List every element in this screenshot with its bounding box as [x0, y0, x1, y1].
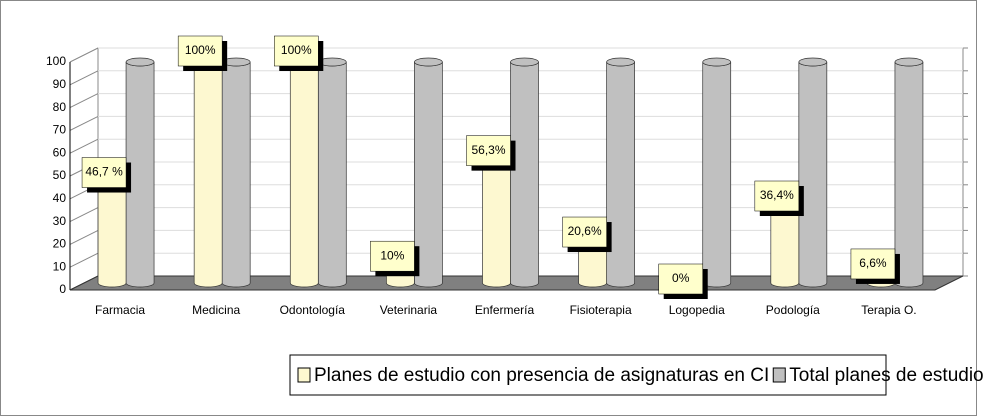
bar [510, 57, 539, 288]
y-tick-label: 30 [53, 214, 67, 228]
legend [289, 354, 887, 396]
legend-swatch [297, 367, 311, 383]
y-tick-label: 40 [53, 191, 67, 205]
bar-top [510, 57, 539, 67]
label-box [274, 35, 319, 67]
y-tick-label: 70 [53, 123, 67, 137]
bar [482, 157, 511, 288]
label-box [658, 263, 703, 295]
x-tick-label: Farmacia [95, 303, 145, 317]
bar-body [510, 61, 539, 288]
bar-body [798, 61, 828, 288]
label-box [562, 216, 607, 248]
bar [798, 57, 828, 288]
legend-label: Total planes de estudio [789, 365, 983, 386]
data-label: 100% [185, 43, 216, 57]
bar-top [414, 57, 443, 67]
bar-top [702, 57, 732, 67]
grid-line [69, 70, 99, 86]
grid-line [69, 115, 99, 131]
bar-body [193, 61, 223, 288]
data-label: 10% [380, 248, 404, 262]
legend-swatch [772, 367, 786, 383]
bar-top [798, 57, 828, 67]
bar [97, 179, 127, 288]
x-tick-label: Veterinaria [380, 303, 438, 317]
data-label: 36,4% [760, 188, 794, 202]
grid-line [69, 252, 99, 268]
label-box [850, 248, 896, 280]
bar-top [606, 57, 635, 67]
y-tick-label: 20 [53, 237, 67, 251]
grid-line [69, 93, 99, 109]
bar-body [221, 61, 251, 288]
y-tick-label: 10 [53, 259, 67, 273]
x-tick-label: Enfermería [475, 303, 535, 317]
bar [414, 57, 443, 288]
data-label: 56,3% [471, 143, 505, 157]
bar-body [482, 161, 511, 288]
y-tick-label: 80 [53, 100, 67, 114]
bar [894, 57, 924, 288]
x-tick-label: Logopedia [669, 303, 725, 317]
y-tick-label: 60 [53, 145, 67, 159]
data-label: 0% [672, 271, 690, 285]
bar [317, 57, 347, 288]
label-box [177, 35, 223, 67]
bar-body [702, 61, 732, 288]
y-tick-label: 0 [59, 282, 66, 296]
label-box [370, 240, 415, 272]
bar [221, 57, 251, 288]
bar [606, 57, 635, 288]
bar-body [289, 61, 319, 288]
grid-line [69, 47, 99, 63]
bar-top [125, 57, 155, 67]
label-box [754, 180, 800, 212]
bar-body [770, 206, 800, 288]
x-tick-label: Odontología [280, 303, 346, 317]
data-label: 100% [281, 43, 312, 57]
bar [125, 57, 155, 288]
y-tick-label: 90 [53, 77, 67, 91]
legend-label: Planes de estudio con presencia de asign… [314, 365, 769, 386]
bar-body [894, 61, 924, 288]
x-tick-label: Fisioterapia [570, 303, 632, 317]
data-label: 6,6% [859, 256, 887, 270]
grid-line [69, 229, 99, 245]
y-tick-label: 50 [53, 168, 67, 182]
bar-top [894, 57, 924, 67]
bar-body [97, 183, 127, 288]
bar-body [317, 61, 347, 288]
bar-body [606, 61, 635, 288]
bar [193, 57, 223, 288]
x-tick-label: Podología [766, 303, 820, 317]
bar [289, 57, 319, 288]
label-box [466, 135, 511, 166]
data-label: 46,7 % [85, 165, 123, 179]
x-tick-label: Terapia O. [861, 303, 916, 317]
label-box [81, 157, 127, 188]
bar [702, 57, 732, 288]
data-label: 20,6% [568, 224, 602, 238]
grid-line [69, 138, 99, 154]
y-tick-label: 100 [46, 54, 66, 68]
x-tick-label: Medicina [192, 303, 240, 317]
grid-line [69, 207, 99, 223]
